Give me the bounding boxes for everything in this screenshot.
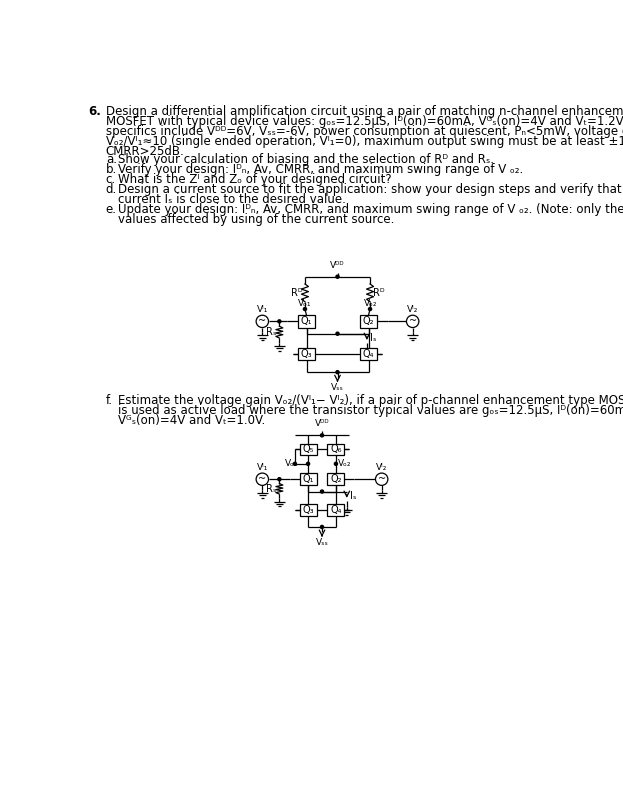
Text: Verify your design: Iᴰₙ, Av, CMRR, and maximum swing range of V ₒ₂.: Verify your design: Iᴰₙ, Av, CMRR, and m… <box>118 163 523 176</box>
Text: Q₃: Q₃ <box>302 505 314 515</box>
Circle shape <box>336 332 339 335</box>
Text: a.: a. <box>106 152 117 166</box>
Circle shape <box>293 462 297 465</box>
Text: Show your calculation of biasing and the selection of Rᴰ and Rₛ.: Show your calculation of biasing and the… <box>118 152 494 166</box>
Circle shape <box>336 370 339 373</box>
Text: Rₛ: Rₛ <box>265 327 276 337</box>
Text: c.: c. <box>106 172 116 186</box>
Bar <box>328 473 345 485</box>
Text: Vₒ₁: Vₒ₁ <box>297 299 311 308</box>
Text: current Iₛ is close to the desired value.: current Iₛ is close to the desired value… <box>118 193 346 206</box>
Circle shape <box>406 315 419 327</box>
Bar <box>298 315 315 327</box>
Text: ~: ~ <box>259 316 267 326</box>
Text: Rᴰ: Rᴰ <box>373 288 384 298</box>
Text: Vᴰᴰ: Vᴰᴰ <box>330 261 345 270</box>
Text: Q₄: Q₄ <box>363 349 374 359</box>
Text: Rᴰ: Rᴰ <box>290 288 302 298</box>
Text: Q₄: Q₄ <box>330 505 341 515</box>
Text: Iₛ: Iₛ <box>350 491 356 501</box>
Bar <box>300 504 316 516</box>
Text: Vₒ₁: Vₒ₁ <box>285 459 299 468</box>
Text: Estimate the voltage gain Vₒ₂/(Vᴵ₁− Vᴵ₂), if a pair of p-channel enhancement typ: Estimate the voltage gain Vₒ₂/(Vᴵ₁− Vᴵ₂)… <box>118 393 623 407</box>
Circle shape <box>256 473 269 485</box>
Text: is used as active load where the transistor typical values are gₒₛ=12.5μS, Iᴰ(on: is used as active load where the transis… <box>118 404 623 417</box>
Text: ~: ~ <box>409 316 417 326</box>
Text: Vᴵ₁: Vᴵ₁ <box>257 305 268 314</box>
Text: Update your design: Iᴰₙ, Av, CMRR, and maximum swing range of V ₒ₂. (Note: only : Update your design: Iᴰₙ, Av, CMRR, and m… <box>118 203 623 215</box>
Bar <box>360 348 377 360</box>
Text: f.: f. <box>106 393 113 407</box>
Text: d.: d. <box>106 183 117 196</box>
Text: Vₒ₂: Vₒ₂ <box>338 459 351 468</box>
Text: Vᴵ₂: Vᴵ₂ <box>376 463 388 472</box>
Text: CMRR>25dB.: CMRR>25dB. <box>106 145 184 158</box>
Text: Vₒ₂/Vᴵ₁≈10 (single ended operation, Vᴵ₁=0), maximum output swing must be at leas: Vₒ₂/Vᴵ₁≈10 (single ended operation, Vᴵ₁=… <box>106 135 623 148</box>
Text: Rₛ: Rₛ <box>265 484 276 494</box>
Text: b.: b. <box>106 163 117 176</box>
Circle shape <box>278 478 281 480</box>
Text: Q₂: Q₂ <box>363 316 374 326</box>
Text: Q₂: Q₂ <box>330 474 341 484</box>
Bar <box>328 504 345 516</box>
Text: Vᴵ₁: Vᴵ₁ <box>257 463 268 472</box>
Circle shape <box>256 315 269 327</box>
Text: Vᴵ₂: Vᴵ₂ <box>407 305 419 314</box>
Circle shape <box>368 307 371 310</box>
Circle shape <box>335 462 338 465</box>
Text: Vᴰᴰ: Vᴰᴰ <box>315 420 330 429</box>
Text: MOSFET with typical device values: gₒₛ=12.5μS, Iᴰ(on)=60mA, Vᴳₛ(on)=4V and Vₜ=1.: MOSFET with typical device values: gₒₛ=1… <box>106 115 623 128</box>
Circle shape <box>278 320 281 323</box>
Text: Q₆: Q₆ <box>330 444 341 454</box>
Text: Q₁: Q₁ <box>302 474 314 484</box>
Text: Q₅: Q₅ <box>302 444 314 454</box>
Text: ~: ~ <box>259 474 267 484</box>
Bar <box>298 348 315 360</box>
Text: Design a differential amplification circuit using a pair of matching n-channel e: Design a differential amplification circ… <box>106 105 623 118</box>
Bar <box>328 444 345 455</box>
Text: Q₁: Q₁ <box>301 316 312 326</box>
Bar <box>300 473 316 485</box>
Text: e.: e. <box>106 203 117 215</box>
Circle shape <box>320 434 323 437</box>
Circle shape <box>307 462 310 465</box>
Circle shape <box>336 275 339 279</box>
Text: What is the Zᴵ and Zₒ of your designed circuit?: What is the Zᴵ and Zₒ of your designed c… <box>118 172 392 186</box>
Text: Design a current source to fit the application: show your design steps and verif: Design a current source to fit the appli… <box>118 183 623 196</box>
Circle shape <box>376 473 388 485</box>
Text: Vₒ₂: Vₒ₂ <box>364 299 378 308</box>
Text: values affected by using of the current source.: values affected by using of the current … <box>118 213 394 226</box>
Text: 6.: 6. <box>88 105 102 118</box>
Circle shape <box>320 490 323 493</box>
Text: specifics include Vᴰᴰ=6V, Vₛₛ=-6V, power consumption at quiescent, Pₙ<5mW, volta: specifics include Vᴰᴰ=6V, Vₛₛ=-6V, power… <box>106 125 623 138</box>
Bar <box>300 444 316 455</box>
Text: Vₛₛ: Vₛₛ <box>316 538 328 547</box>
Circle shape <box>320 525 323 528</box>
Text: Vᴳₛ(on)=4V and Vₜ=1.0V.: Vᴳₛ(on)=4V and Vₜ=1.0V. <box>118 414 265 427</box>
Bar <box>360 315 377 327</box>
Text: Iₛ: Iₛ <box>370 334 376 343</box>
Text: Q₃: Q₃ <box>301 349 312 359</box>
Text: ~: ~ <box>378 474 386 484</box>
Text: Vₛₛ: Vₛₛ <box>331 383 344 392</box>
Circle shape <box>303 307 307 310</box>
